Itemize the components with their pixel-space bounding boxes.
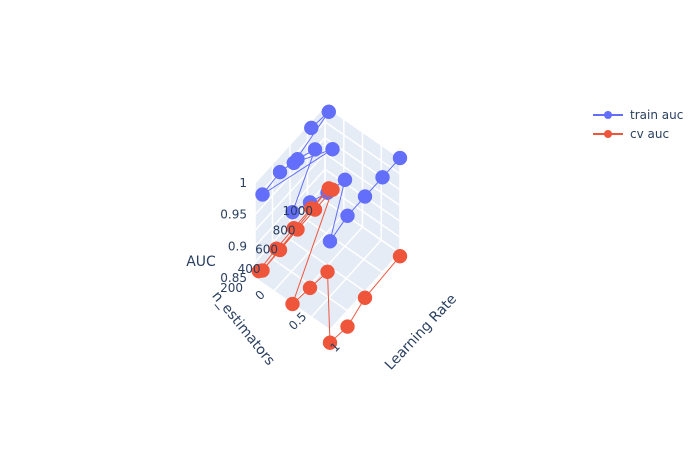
data-point-cv-auc[interactable]	[255, 263, 270, 278]
data-point-train-auc[interactable]	[392, 150, 408, 166]
data-point-train-auc[interactable]	[272, 164, 288, 180]
data-point-cv-auc[interactable]	[325, 182, 340, 197]
data-point-train-auc[interactable]	[337, 172, 353, 188]
data-point-train-auc[interactable]	[285, 204, 300, 220]
y-tick-label: 400	[238, 262, 261, 276]
legend-item-train-auc[interactable]: train auc	[593, 108, 683, 122]
y-axis-title: n_estimators	[208, 288, 277, 368]
data-point-cv-auc[interactable]	[322, 335, 338, 350]
data-point-cv-auc[interactable]	[340, 319, 355, 334]
data-point-train-auc[interactable]	[321, 104, 337, 120]
data-point-train-auc[interactable]	[375, 170, 390, 185]
data-point-train-auc[interactable]	[307, 142, 323, 157]
legend[interactable]: train auc cv auc	[593, 108, 683, 141]
y-tick-label: 800	[273, 223, 296, 237]
data-point-train-auc[interactable]	[340, 208, 355, 224]
gridline-x	[291, 132, 364, 305]
traces	[251, 104, 408, 350]
data-point-train-auc[interactable]	[304, 120, 319, 136]
legend-label-train-auc: train auc	[630, 108, 683, 122]
data-point-train-auc[interactable]	[255, 187, 270, 202]
y-tick-label: 200	[220, 281, 243, 295]
data-point-cv-auc[interactable]	[392, 248, 408, 264]
z-tick-label: 0.95	[220, 208, 247, 222]
z-axis-title: AUC	[186, 254, 216, 270]
data-point-cv-auc[interactable]	[272, 242, 288, 258]
z-tick-label: 0.85	[220, 271, 247, 285]
y-tick-label: 1000	[282, 204, 313, 218]
data-point-train-auc[interactable]	[357, 189, 373, 204]
legend-marker-train-auc	[604, 111, 612, 119]
x-tick-label: 1	[328, 340, 343, 355]
y-tick-label: 600	[255, 243, 278, 257]
legend-label-cv-auc: cv auc	[630, 127, 669, 141]
legend-item-cv-auc[interactable]: cv auc	[593, 127, 669, 141]
data-point-train-auc[interactable]	[325, 141, 340, 157]
data-point-cv-auc[interactable]	[285, 296, 300, 312]
data-point-train-auc[interactable]	[322, 234, 338, 249]
data-point-cv-auc[interactable]	[357, 290, 373, 306]
data-point-train-auc[interactable]	[290, 151, 305, 167]
x-axis-title: Learning Rate	[382, 291, 460, 373]
z-tick-label: 1	[239, 176, 247, 190]
z-tick-label: 0.9	[228, 239, 247, 253]
data-point-cv-auc[interactable]	[307, 202, 323, 217]
x-tick-label: 0	[253, 288, 268, 303]
data-point-cv-auc[interactable]	[290, 222, 305, 237]
legend-marker-cv-auc	[604, 130, 612, 138]
data-point-cv-auc[interactable]	[302, 280, 318, 296]
data-point-cv-auc[interactable]	[320, 264, 335, 280]
